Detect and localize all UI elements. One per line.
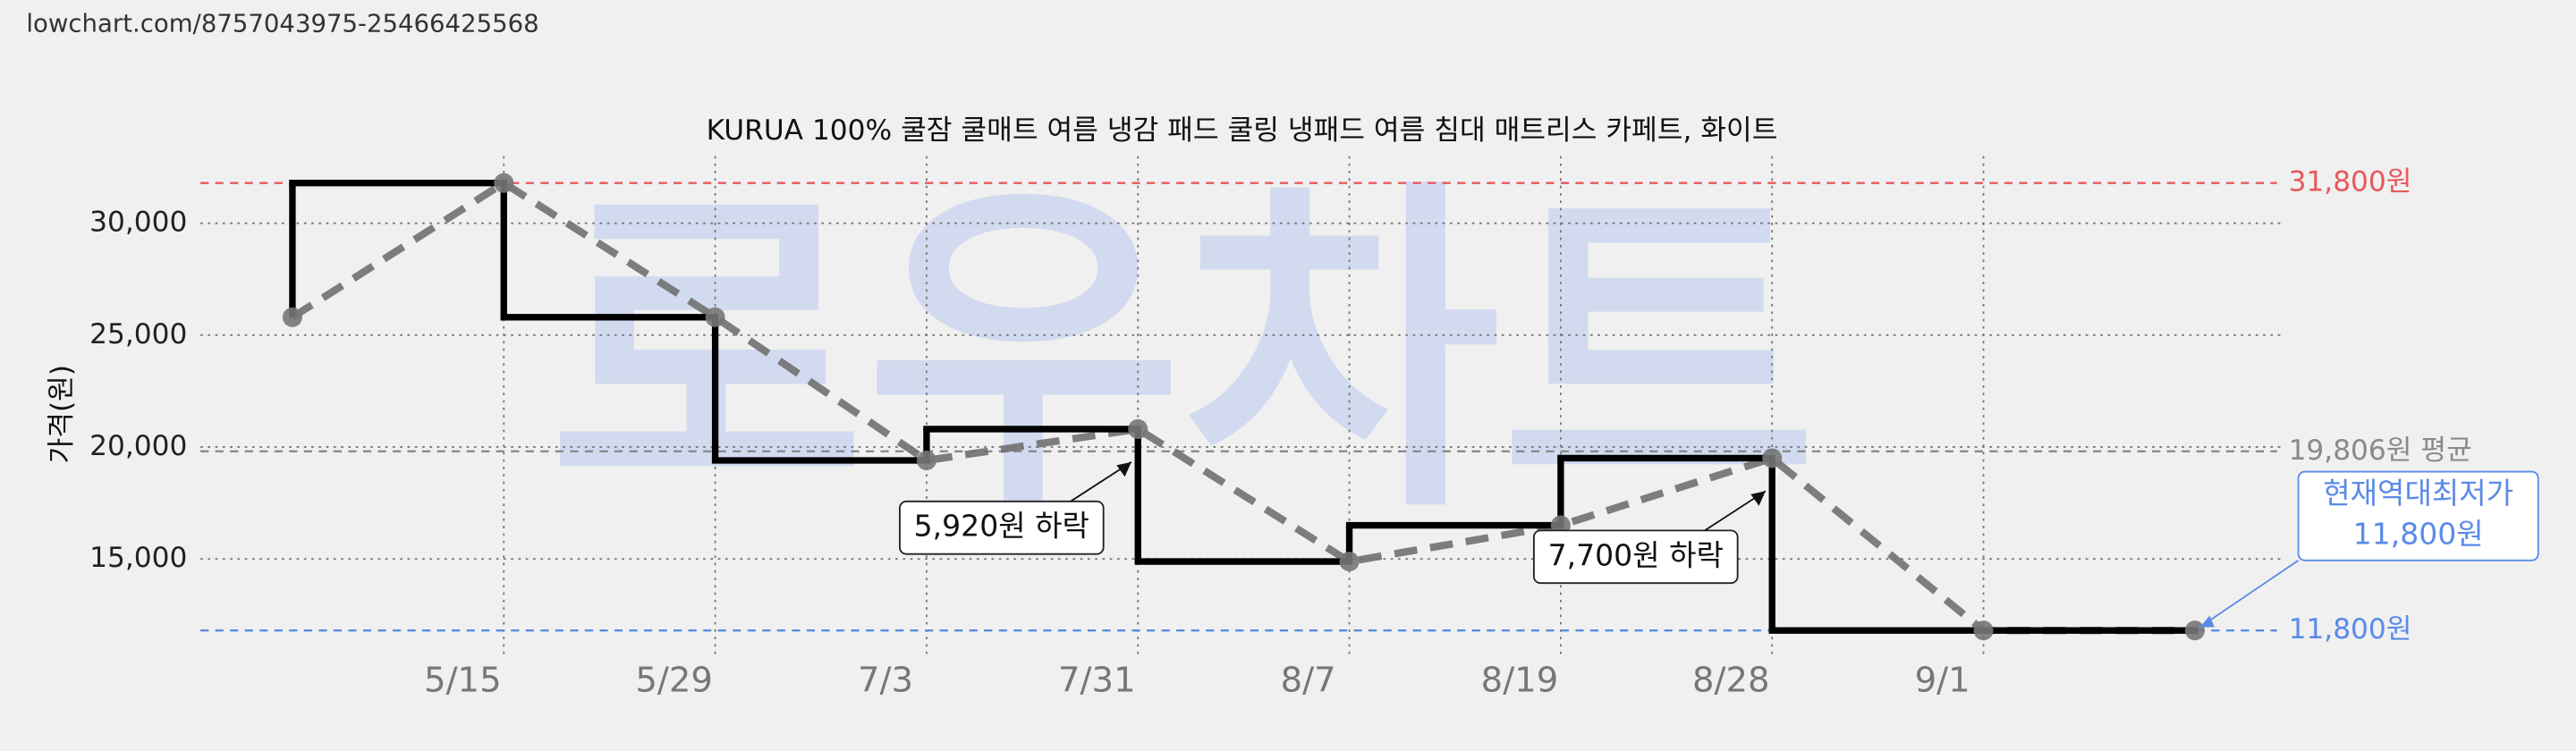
- y-tick-label: 25,000: [89, 318, 187, 350]
- reference-label: 19,806원 평균: [2289, 435, 2472, 467]
- point: [494, 173, 514, 193]
- chart-title: KURUA 100% 쿨잠 쿨매트 여름 냉감 패드 쿨링 냉패드 여름 침대 …: [707, 114, 1778, 147]
- url: lowchart.com/8757043975-25466425568: [26, 10, 538, 38]
- annotation-text: 7,700원 하락: [1548, 537, 1724, 572]
- reference-label: 31,800원: [2289, 166, 2412, 198]
- arrow-head: [1750, 491, 1766, 506]
- x-tick-label: 7/3: [858, 660, 913, 700]
- y-tick-label: 20,000: [89, 430, 187, 462]
- x-tick-label: 8/28: [1692, 660, 1770, 700]
- point: [705, 307, 725, 327]
- x-tick-label: 8/7: [1281, 660, 1336, 700]
- annotation-box: [2297, 470, 2539, 561]
- x-tick-label: 7/31: [1058, 660, 1136, 700]
- annotation-text: 11,800원: [2353, 517, 2484, 552]
- point: [1973, 620, 1994, 641]
- y-axis-label: 가격(원): [46, 365, 78, 464]
- watermark: 로우차트: [548, 152, 1818, 553]
- annotation-box: [899, 500, 1105, 555]
- point: [1339, 552, 1360, 572]
- y-tick-label: 30,000: [89, 207, 187, 239]
- point: [2184, 620, 2205, 641]
- point: [282, 307, 302, 327]
- trend-line: [290, 178, 2195, 635]
- point: [1762, 448, 1783, 468]
- point: [1128, 418, 1148, 439]
- annotation-text: 5,920원 하락: [914, 509, 1089, 544]
- x-tick-label: 9/1: [1915, 660, 1970, 700]
- annotation-box: [1532, 529, 1739, 585]
- x-tick-label: 5/15: [424, 660, 502, 700]
- annotation-arrow: [2199, 560, 2300, 629]
- reference-label: 11,800원: [2289, 613, 2412, 646]
- arrow-head: [1116, 461, 1131, 477]
- y-tick-label: 15,000: [89, 542, 187, 574]
- point: [916, 450, 936, 471]
- x-tick-label: 8/19: [1481, 660, 1559, 700]
- annotation-text: 현재역대최저가: [2323, 476, 2513, 511]
- x-tick-label: 5/29: [635, 660, 713, 700]
